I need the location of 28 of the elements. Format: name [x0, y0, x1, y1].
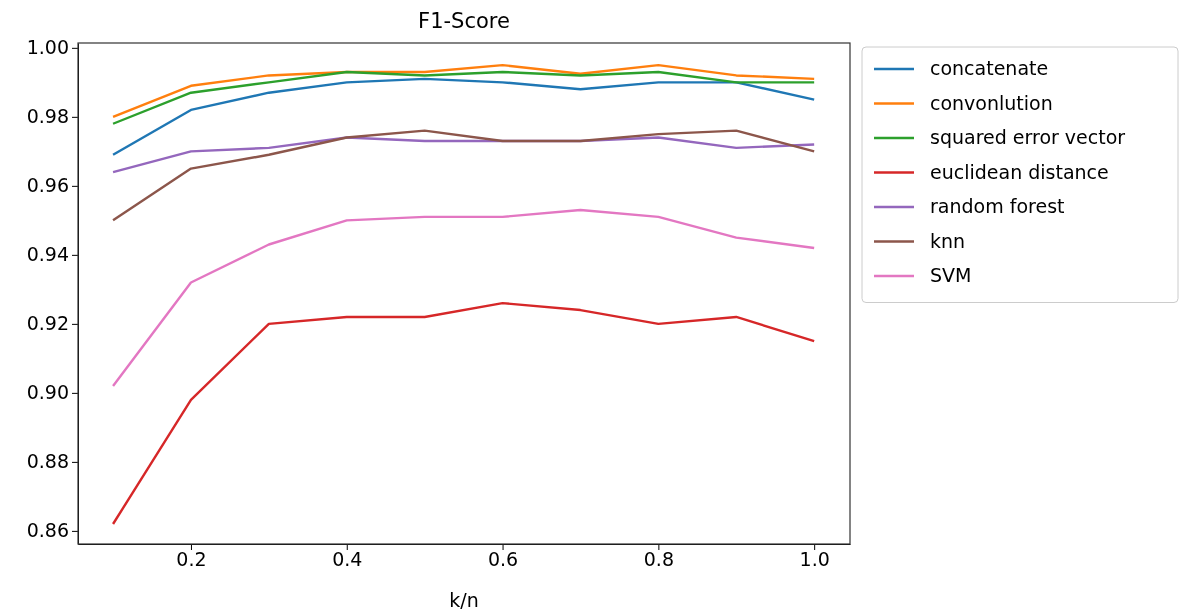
y-tick-label: 0.90 [26, 381, 69, 404]
legend-label: SVM [930, 264, 972, 286]
legend-label: concatenate [930, 57, 1049, 79]
x-tick-label: 0.2 [176, 548, 207, 571]
y-tick-label: 0.92 [26, 312, 69, 335]
chart-title: F1-Score [418, 9, 510, 33]
y-tick-label: 0.96 [26, 174, 69, 197]
line-series [111, 77, 816, 156]
y-tick-label: 1.00 [26, 36, 69, 59]
line-series [111, 208, 816, 388]
y-tick-label: 0.98 [26, 105, 69, 128]
line-series [111, 63, 816, 119]
line-series [111, 70, 816, 125]
legend-label: squared error vector [930, 126, 1126, 148]
x-tick-label: 0.4 [332, 548, 363, 571]
x-tick-label: 0.8 [643, 548, 674, 571]
x-tick-label: 1.0 [799, 548, 830, 571]
x-axis-title: k/n [449, 589, 479, 611]
legend-label: convonlution [930, 91, 1053, 114]
x-tick-label: 0.6 [487, 548, 519, 571]
legend-label: random forest [930, 195, 1065, 217]
y-tick-label: 0.88 [26, 450, 69, 473]
y-tick-label: 0.86 [26, 519, 69, 542]
line-series [111, 129, 816, 222]
y-tick-label: 0.94 [26, 243, 69, 266]
legend-label: euclidean distance [930, 160, 1109, 183]
legend-label: knn [930, 229, 966, 252]
line-series [111, 301, 816, 526]
